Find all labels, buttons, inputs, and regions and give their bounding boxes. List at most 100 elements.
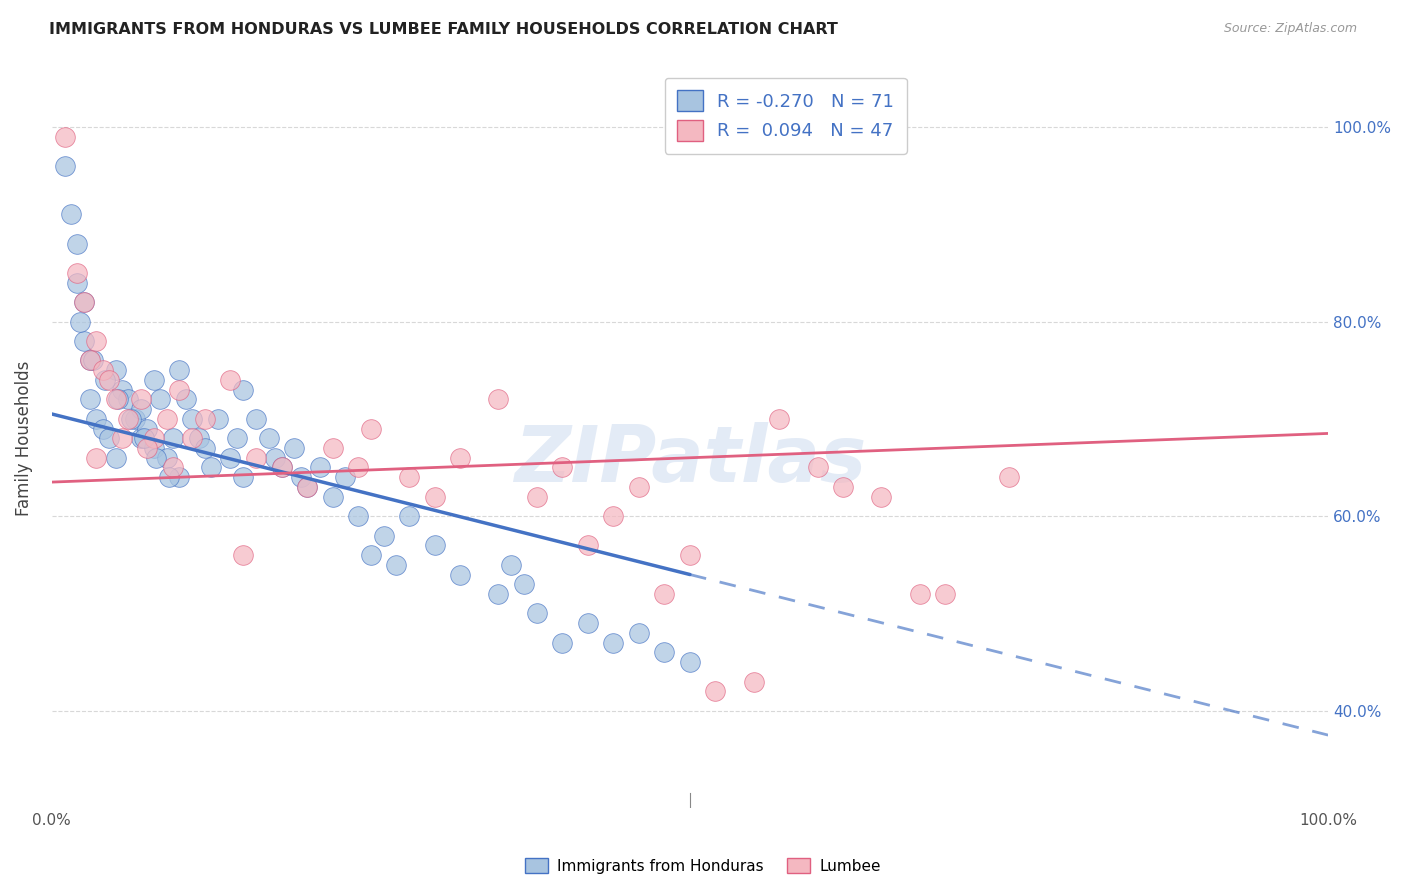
Point [602,509,624,524]
Point [290,470,312,484]
Point [169,470,191,484]
Point [551,460,574,475]
Point [104,450,127,465]
Point [157,470,180,484]
Text: IMMIGRANTS FROM HONDURAS VS LUMBEE FAMILY HOUSEHOLDS CORRELATION CHART: IMMIGRANTS FROM HONDURAS VS LUMBEE FAMIL… [49,22,838,37]
Point [73,334,96,348]
Point [679,655,702,669]
Point [449,567,471,582]
Point [107,392,129,407]
Point [423,490,446,504]
Point [111,431,134,445]
Point [79,392,101,407]
Point [59,207,82,221]
Point [169,383,191,397]
Point [322,441,344,455]
Point [69,314,91,328]
Point [360,421,382,435]
Point [104,363,127,377]
Point [373,528,395,542]
Point [232,470,254,484]
Point [347,509,370,524]
Point [627,626,650,640]
Point [162,431,184,445]
Point [142,441,165,455]
Point [245,450,267,465]
Point [129,402,152,417]
Point [423,538,446,552]
Point [117,392,139,407]
Point [704,684,727,698]
Point [257,431,280,445]
Point [200,460,222,475]
Point [449,450,471,465]
Point [295,480,318,494]
Point [347,460,370,475]
Point [73,295,96,310]
Point [602,635,624,649]
Point [360,548,382,562]
Point [66,236,89,251]
Point [79,353,101,368]
Point [768,412,790,426]
Point [385,558,408,572]
Legend: R = -0.270   N = 71, R =  0.094   N = 47: R = -0.270 N = 71, R = 0.094 N = 47 [665,78,907,153]
Point [156,450,179,465]
Y-axis label: Family Households: Family Households [15,360,32,516]
Point [398,470,420,484]
Point [86,334,108,348]
Point [908,587,931,601]
Point [264,450,287,465]
Point [270,460,292,475]
Point [194,412,217,426]
Point [156,412,179,426]
Point [117,412,139,426]
Point [53,159,76,173]
Point [627,480,650,494]
Point [934,587,956,601]
Point [194,441,217,455]
Point [245,412,267,426]
Point [308,460,330,475]
Point [551,635,574,649]
Point [488,587,510,601]
Point [98,373,121,387]
Point [270,460,292,475]
Point [283,441,305,455]
Point [398,509,420,524]
Point [225,431,247,445]
Text: ZIPatlas: ZIPatlas [513,423,866,499]
Point [181,431,204,445]
Point [654,587,676,601]
Point [91,363,114,377]
Legend: Immigrants from Honduras, Lumbee: Immigrants from Honduras, Lumbee [519,852,887,880]
Point [207,412,229,426]
Text: Source: ZipAtlas.com: Source: ZipAtlas.com [1223,22,1357,36]
Point [142,373,165,387]
Point [104,392,127,407]
Point [679,548,702,562]
Point [169,363,191,377]
Point [870,490,893,504]
Point [526,490,548,504]
Point [335,470,357,484]
Point [132,431,155,445]
Point [124,412,146,426]
Point [181,412,204,426]
Point [129,431,152,445]
Point [149,392,172,407]
Point [162,460,184,475]
Point [998,470,1021,484]
Point [742,674,765,689]
Point [73,295,96,310]
Point [232,383,254,397]
Point [295,480,318,494]
Point [66,276,89,290]
Point [174,392,197,407]
Point [219,450,242,465]
Point [322,490,344,504]
Point [232,548,254,562]
Point [66,266,89,280]
Point [98,431,121,445]
Point [488,392,510,407]
